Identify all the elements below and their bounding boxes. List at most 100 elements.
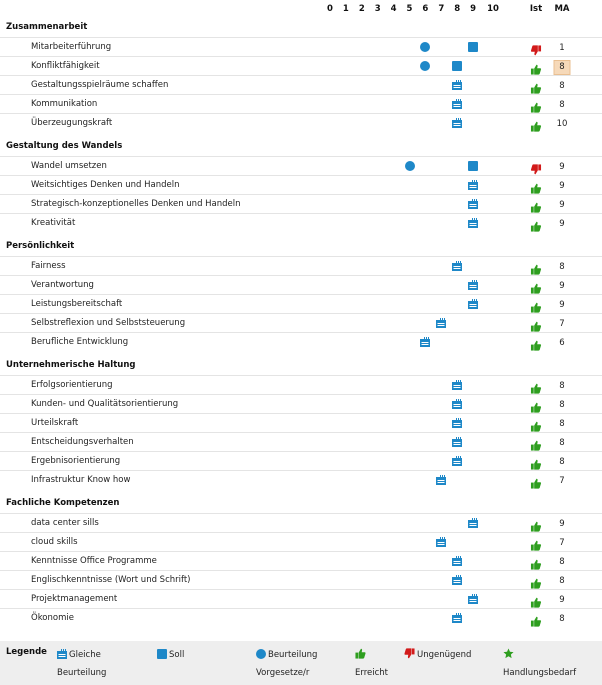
equal-rating-icon bbox=[436, 537, 447, 547]
table-row: Kunden- und Qualitätsorientierung 8 bbox=[0, 394, 602, 414]
competency-label: Strategisch-konzeptionelles Denken und H… bbox=[31, 199, 241, 209]
table-row: Kreativität 9 bbox=[0, 213, 602, 233]
legend-item-beurteilung: Beurteilung Vorgesetze/r bbox=[256, 649, 318, 678]
table-row: Konfliktfähigkeit 8 bbox=[0, 56, 602, 76]
thumbs-up-icon bbox=[530, 417, 542, 436]
table-row: Ökonomie 8 bbox=[0, 608, 602, 628]
section-title: Zusammenarbeit bbox=[6, 22, 88, 32]
target-square-icon bbox=[468, 161, 479, 171]
ma-rating: 9 bbox=[559, 519, 565, 529]
section-title: Persönlichkeit bbox=[6, 241, 75, 251]
competency-label: Projektmanagement bbox=[31, 594, 118, 604]
target-square-icon bbox=[157, 649, 167, 665]
scale-header-6: 6 bbox=[422, 4, 429, 14]
thumbs-up-icon bbox=[530, 298, 542, 317]
ma-rating: 8 bbox=[559, 457, 565, 467]
thumbs-up-icon bbox=[530, 217, 542, 236]
ma-rating: 7 bbox=[559, 538, 565, 548]
competency-label: data center sills bbox=[31, 518, 99, 528]
legend-item-equal: Gleiche Beurteilung bbox=[57, 649, 107, 678]
ma-rating: 9 bbox=[559, 281, 565, 291]
thumbs-up-icon bbox=[530, 436, 542, 455]
target-square-icon bbox=[452, 61, 463, 71]
competency-label: Mitarbeiterführung bbox=[31, 42, 112, 52]
competency-label: Ökonomie bbox=[31, 613, 74, 623]
section-header: Gestaltung des Wandels bbox=[0, 137, 602, 156]
table-row: Selbstreflexion und Selbststeuerung 7 bbox=[0, 313, 602, 333]
table-row: Englischkenntnisse (Wort und Schrift) 8 bbox=[0, 570, 602, 590]
ma-rating: 8 bbox=[559, 100, 565, 110]
thumbs-up-icon bbox=[530, 60, 542, 79]
table-row: Verantwortung 9 bbox=[0, 275, 602, 295]
ma-rating: 8 bbox=[559, 438, 565, 448]
equal-rating-icon bbox=[57, 649, 67, 665]
thumbs-up-icon bbox=[355, 648, 366, 665]
table-row: Berufliche Entwicklung 6 bbox=[0, 332, 602, 352]
thumbs-up-icon bbox=[530, 279, 542, 298]
competency-label: Erfolgsorientierung bbox=[31, 380, 113, 390]
competency-label: Kommunikation bbox=[31, 99, 98, 109]
legend-item-erreicht: Erreicht bbox=[355, 647, 388, 681]
ma-rating: 7 bbox=[559, 476, 565, 486]
competency-label: Weitsichtiges Denken und Handeln bbox=[31, 180, 180, 190]
equal-rating-icon bbox=[452, 456, 463, 466]
competency-label: Leistungsbereitschaft bbox=[31, 299, 123, 309]
legend-title: Legende bbox=[6, 647, 47, 657]
equal-rating-icon bbox=[468, 280, 479, 290]
table-row: Wandel umsetzen 9 bbox=[0, 156, 602, 176]
equal-rating-icon bbox=[452, 575, 463, 585]
ma-rating: 7 bbox=[559, 319, 565, 329]
table-row: cloud skills 7 bbox=[0, 532, 602, 552]
thumbs-up-icon bbox=[530, 455, 542, 474]
ma-rating: 8 bbox=[553, 60, 571, 75]
equal-rating-icon bbox=[468, 299, 479, 309]
thumbs-down-icon bbox=[530, 160, 542, 179]
ma-rating: 6 bbox=[559, 338, 565, 348]
table-row: data center sills 9 bbox=[0, 513, 602, 533]
equal-rating-icon bbox=[468, 180, 479, 190]
equal-rating-icon bbox=[452, 380, 463, 390]
thumbs-up-icon bbox=[530, 179, 542, 198]
competency-label: Verantwortung bbox=[31, 280, 94, 290]
ma-rating: 9 bbox=[559, 181, 565, 191]
competency-label: Kunden- und Qualitätsorientierung bbox=[31, 399, 179, 409]
ma-rating: 9 bbox=[559, 219, 565, 229]
thumbs-up-icon bbox=[530, 317, 542, 336]
scale-header-8: 8 bbox=[454, 4, 461, 14]
thumbs-up-icon bbox=[530, 474, 542, 493]
ma-rating: 9 bbox=[559, 200, 565, 210]
equal-rating-icon bbox=[452, 556, 463, 566]
thumbs-up-icon bbox=[530, 398, 542, 417]
section-header: Zusammenarbeit bbox=[0, 18, 602, 37]
ma-header: MA bbox=[554, 4, 570, 14]
competency-label: Selbstreflexion und Selbststeuerung bbox=[31, 318, 186, 328]
competency-label: Fairness bbox=[31, 261, 66, 271]
competency-label: cloud skills bbox=[31, 537, 78, 547]
thumbs-up-icon bbox=[530, 117, 542, 136]
equal-rating-icon bbox=[452, 613, 463, 623]
section-title: Gestaltung des Wandels bbox=[6, 141, 123, 151]
table-row: Weitsichtiges Denken und Handeln 9 bbox=[0, 175, 602, 195]
equal-rating-icon bbox=[452, 261, 463, 271]
legend-item-soll: Soll bbox=[157, 647, 184, 665]
table-row: Leistungsbereitschaft 9 bbox=[0, 294, 602, 314]
legend: Legende Gleiche Beurteilung Soll Beurtei… bbox=[0, 641, 602, 685]
thumbs-up-icon bbox=[530, 79, 542, 98]
scale-header-5: 5 bbox=[406, 4, 413, 14]
manager-circle-icon bbox=[256, 649, 266, 665]
competency-label: Wandel umsetzen bbox=[31, 161, 107, 171]
equal-rating-icon bbox=[452, 437, 463, 447]
section-header: Fachliche Kompetenzen bbox=[0, 494, 602, 513]
ma-rating: 8 bbox=[559, 381, 565, 391]
equal-rating-icon bbox=[420, 337, 431, 347]
table-row: Projektmanagement 9 bbox=[0, 589, 602, 609]
thumbs-down-icon bbox=[404, 648, 415, 665]
thumbs-up-icon bbox=[530, 336, 542, 355]
table-row: Fairness 8 bbox=[0, 256, 602, 276]
equal-rating-icon bbox=[452, 399, 463, 409]
competency-label: Englischkenntnisse (Wort und Schrift) bbox=[31, 575, 191, 585]
thumbs-up-icon bbox=[530, 517, 542, 536]
scale-header-9: 9 bbox=[470, 4, 477, 14]
ma-rating: 9 bbox=[559, 300, 565, 310]
section-header: Persönlichkeit bbox=[0, 237, 602, 256]
